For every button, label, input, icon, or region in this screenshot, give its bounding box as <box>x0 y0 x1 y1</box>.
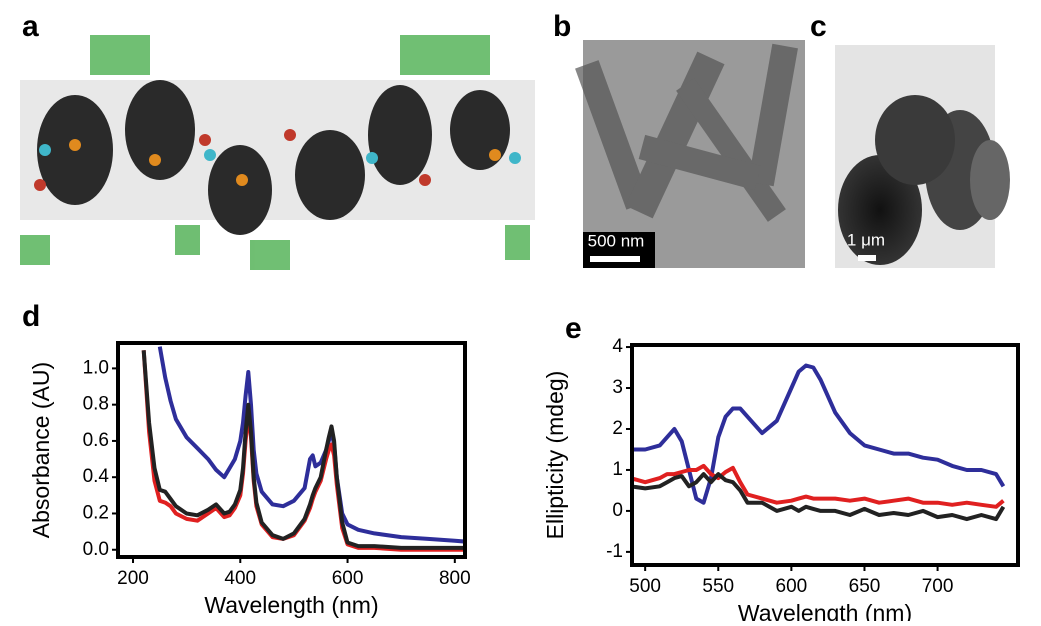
x-tick-label: 550 <box>702 576 734 597</box>
data-line <box>632 463 1005 509</box>
y-tick-label: 0 <box>612 500 623 521</box>
x-axis-label: Wavelength (nm) <box>738 600 912 621</box>
y-tick-label: 1 <box>612 459 623 480</box>
x-tick-label: 600 <box>776 576 808 597</box>
x-tick-label: 650 <box>849 576 881 597</box>
panel-label: c <box>810 10 827 43</box>
tem-image-b <box>575 40 805 268</box>
panel-label: d <box>22 300 40 333</box>
y-tick-label: 1.0 <box>83 357 109 378</box>
x-tick-label: 200 <box>117 568 149 589</box>
x-axis-label: Wavelength (nm) <box>204 592 378 618</box>
y-tick-label: 3 <box>612 377 623 398</box>
y-axis-label: Absorbance (AU) <box>28 362 54 538</box>
scale-bar-label: 1 μm <box>847 230 885 249</box>
data-line <box>632 363 1006 505</box>
data-line <box>157 346 465 544</box>
x-tick-label: 800 <box>439 568 471 589</box>
panel-label: b <box>553 10 571 43</box>
x-tick-label: 500 <box>629 576 661 597</box>
y-tick-label: 0.0 <box>83 539 109 560</box>
y-tick-label: 0.8 <box>83 394 109 415</box>
y-axis-label: Ellipticity (mdeg) <box>542 371 568 540</box>
x-tick-label: 400 <box>224 568 256 589</box>
y-tick-label: 4 <box>612 336 623 357</box>
y-tick-label: -1 <box>606 541 623 562</box>
scale-bar-label: 500 nm <box>588 231 645 250</box>
tem-image-c <box>835 45 1010 268</box>
y-tick-label: 2 <box>612 418 623 439</box>
data-line <box>632 472 1006 522</box>
y-tick-label: 0.2 <box>83 502 109 523</box>
panel-label: e <box>565 312 582 345</box>
y-tick-label: 0.6 <box>83 430 109 451</box>
panel-label: a <box>22 10 39 43</box>
x-tick-label: 600 <box>332 568 364 589</box>
x-tick-label: 700 <box>922 576 954 597</box>
plot-frame <box>630 343 1020 567</box>
plot-frame <box>116 341 467 559</box>
protein-image <box>20 35 535 270</box>
data-line <box>141 350 465 550</box>
y-tick-label: 0.4 <box>83 466 110 487</box>
